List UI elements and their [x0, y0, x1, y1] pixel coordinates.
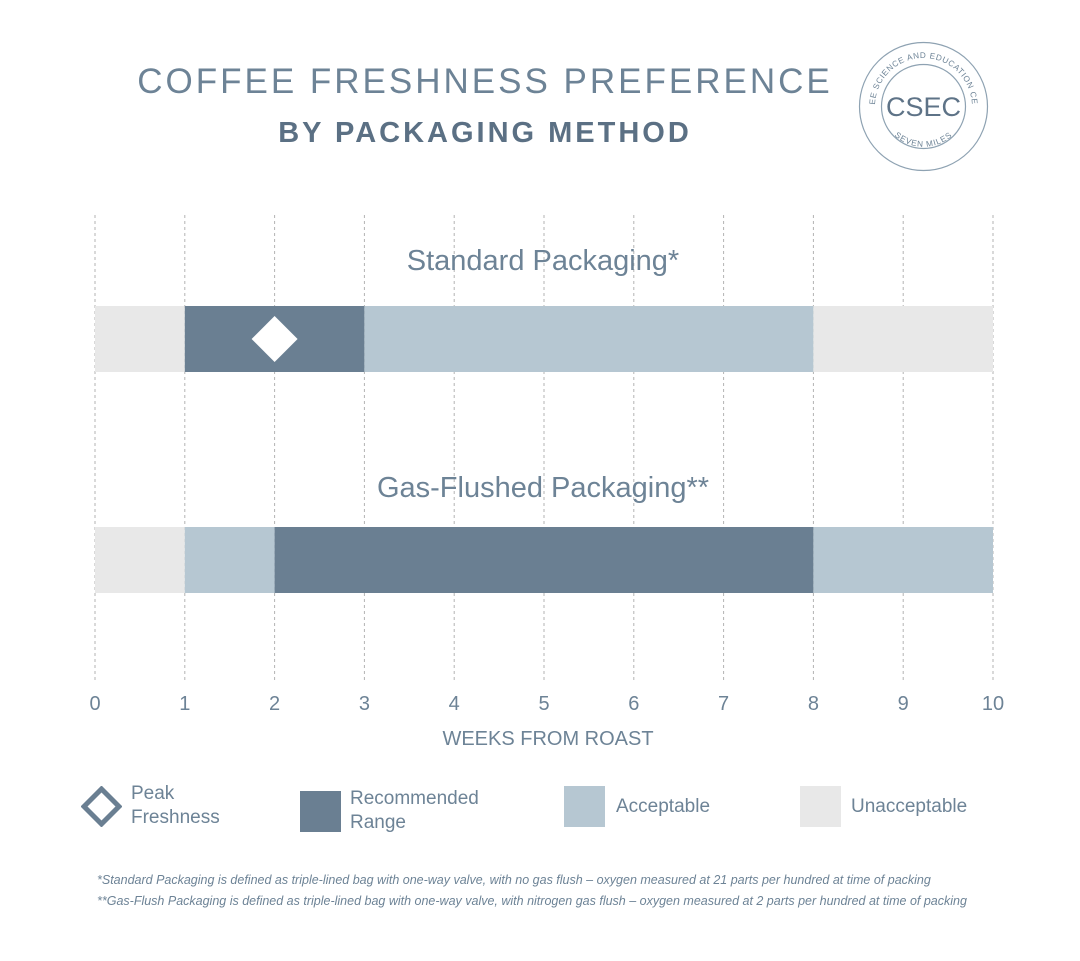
legend-label-peak: Peak Freshness	[131, 783, 220, 828]
acceptable-swatch	[564, 786, 605, 827]
chart-title: COFFEE FRESHNESS PREFERENCE	[137, 62, 833, 101]
bar-segment-acceptable	[184, 527, 275, 593]
x-tick-label: 0	[89, 693, 100, 715]
svg-text:SEVEN MILES: SEVEN MILES	[893, 130, 954, 149]
bar-segment-acceptable	[364, 306, 814, 372]
bar-segment-acceptable	[813, 527, 993, 593]
bar-segment-recommended	[274, 527, 814, 593]
footnote-standard: *Standard Packaging is defined as triple…	[97, 873, 931, 887]
bar-segment-unacceptable	[813, 306, 993, 372]
x-tick-label: 2	[269, 693, 280, 715]
x-tick-label: 5	[538, 693, 549, 715]
legend: Peak Freshness Recommended Range Accepta…	[0, 782, 1080, 842]
logo-ring-bottom-text: SEVEN MILES	[893, 130, 953, 149]
x-tick-label: 1	[179, 693, 190, 715]
recommended-swatch	[300, 790, 341, 832]
chart-subtitle: BY PACKAGING METHOD	[278, 117, 692, 149]
x-tick-label: 6	[628, 693, 639, 715]
csec-logo: COFFEE SCIENCE AND EDUCATION CENTRE SEVE…	[857, 40, 989, 172]
peak-diamond-icon	[81, 785, 122, 827]
legend-item-peak: Peak Freshness	[81, 782, 220, 830]
logo-text: CSEC	[886, 92, 961, 122]
legend-item-recommended: Recommended Range	[300, 787, 479, 835]
legend-item-unacceptable: Unacceptable	[800, 786, 967, 827]
legend-label-unacceptable: Unacceptable	[851, 795, 968, 817]
freshness-chart: Standard Packaging* Gas-Flushed Packaging…	[89, 215, 1004, 750]
x-tick-label: 10	[982, 693, 1004, 715]
series-label: Standard Packaging*	[407, 245, 679, 277]
series-label: Gas-Flushed Packaging**	[377, 472, 709, 504]
unacceptable-swatch	[800, 786, 841, 827]
legend-label-recommended: Recommended Range	[350, 788, 479, 833]
bar-segment-unacceptable	[95, 306, 185, 372]
x-tick-label: 9	[898, 693, 909, 715]
x-axis-label: WEEKS FROM ROAST	[442, 728, 653, 750]
x-tick-label: 8	[808, 693, 819, 715]
legend-item-acceptable: Acceptable	[564, 786, 710, 827]
footnote-gas-flush: **Gas-Flush Packaging is defined as trip…	[97, 894, 967, 908]
x-tick-label: 3	[359, 693, 370, 715]
bar-segment-unacceptable	[95, 527, 185, 593]
x-tick-label: 4	[449, 693, 460, 715]
peak-marker	[251, 316, 298, 362]
legend-label-acceptable: Acceptable	[616, 795, 711, 817]
x-tick-label: 7	[718, 693, 729, 715]
footnotes: *Standard Packaging is defined as triple…	[97, 870, 967, 912]
